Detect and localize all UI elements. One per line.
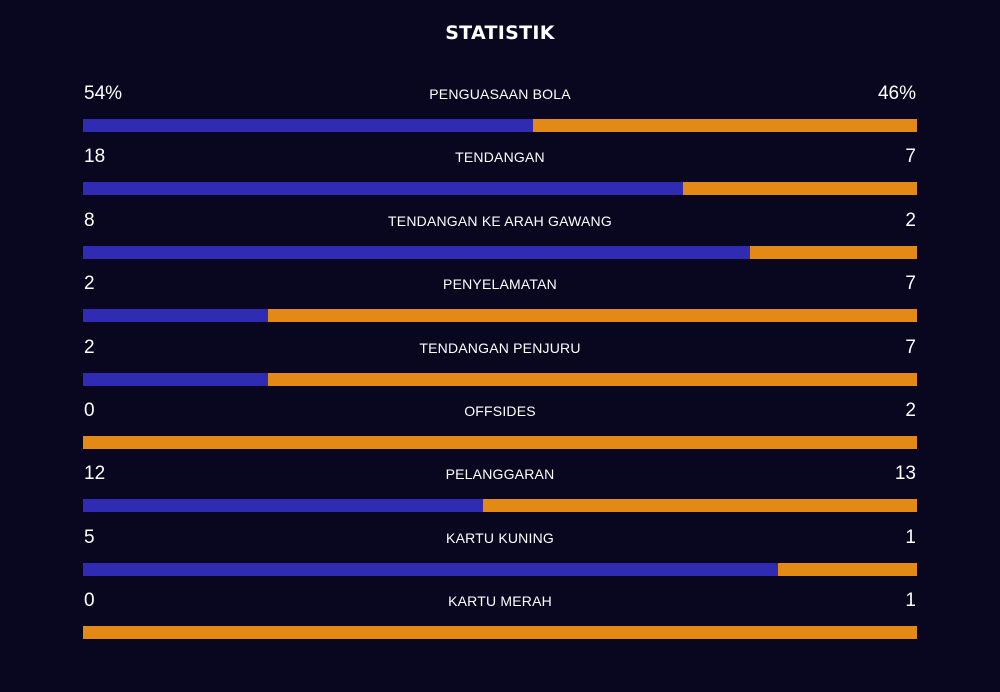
stats-list: 54% PENGUASAAN BOLA 46% 18 TENDANGAN 7 8… — [83, 78, 917, 649]
away-bar-segment — [268, 309, 917, 323]
home-value: 0 — [84, 399, 95, 421]
stat-row-corners: 2 TENDANGAN PENJURU 7 — [83, 332, 917, 395]
stat-row-offsides: 0 OFFSIDES 2 — [83, 395, 917, 458]
away-bar-segment — [483, 499, 917, 513]
away-bar-segment — [683, 182, 917, 196]
comparison-bar — [83, 182, 917, 196]
home-value: 8 — [84, 209, 95, 231]
comparison-bar — [83, 435, 917, 449]
stat-row-saves: 2 PENYELAMATAN 7 — [83, 268, 917, 331]
comparison-bar — [83, 626, 917, 640]
stat-label: PENYELAMATAN — [443, 276, 557, 293]
away-value: 1 — [905, 590, 916, 612]
away-value: 2 — [905, 209, 916, 231]
stat-label: KARTU KUNING — [446, 529, 554, 546]
stat-label: OFFSIDES — [464, 402, 536, 419]
stat-row-shots-on-target: 8 TENDANGAN KE ARAH GAWANG 2 — [83, 205, 917, 268]
away-bar-segment — [777, 562, 917, 576]
comparison-bar — [83, 372, 917, 386]
away-value: 13 — [894, 463, 916, 485]
away-bar-segment — [83, 626, 917, 640]
away-bar-segment — [750, 245, 917, 259]
comparison-bar — [83, 119, 917, 132]
stat-row-yellow-cards: 5 KARTU KUNING 1 — [83, 522, 917, 585]
stat-row-shots: 18 TENDANGAN 7 — [83, 141, 917, 204]
away-bar-segment — [83, 435, 917, 449]
away-value: 2 — [905, 399, 916, 421]
stat-row-possession: 54% PENGUASAAN BOLA 46% — [83, 78, 917, 141]
stat-row-fouls: 12 PELANGGARAN 13 — [83, 458, 917, 521]
stat-row-red-cards: 0 KARTU MERAH 1 — [83, 585, 917, 648]
stat-label: PENGUASAAN BOLA — [429, 86, 571, 102]
stat-label: PELANGGARAN — [445, 466, 555, 483]
home-bar-segment — [83, 119, 534, 132]
home-bar-segment — [83, 562, 778, 576]
away-value: 7 — [905, 273, 916, 295]
home-value: 2 — [84, 336, 95, 358]
away-bar-segment — [533, 119, 917, 132]
comparison-bar — [83, 245, 917, 259]
away-value: 1 — [905, 526, 916, 548]
home-bar-segment — [83, 372, 269, 386]
home-bar-segment — [83, 182, 684, 196]
home-value: 54% — [84, 83, 123, 104]
stat-label: TENDANGAN PENJURU — [419, 339, 581, 356]
stat-label: KARTU MERAH — [448, 593, 552, 610]
away-value: 7 — [905, 336, 916, 358]
stat-label: TENDANGAN — [455, 149, 545, 166]
comparison-bar — [83, 499, 917, 513]
home-value: 18 — [84, 146, 106, 168]
home-bar-segment — [83, 245, 751, 259]
home-value: 2 — [84, 273, 95, 295]
stat-label: TENDANGAN KE ARAH GAWANG — [388, 212, 612, 229]
page-title: STATISTIK — [445, 22, 555, 44]
home-bar-segment — [83, 499, 484, 513]
home-value: 12 — [84, 463, 106, 485]
home-value: 5 — [84, 526, 95, 548]
comparison-bar — [83, 309, 917, 323]
comparison-bar — [83, 562, 917, 576]
home-value: 0 — [84, 590, 95, 612]
home-bar-segment — [83, 309, 269, 323]
away-bar-segment — [268, 372, 917, 386]
away-value: 46% — [877, 83, 916, 104]
away-value: 7 — [905, 146, 916, 168]
